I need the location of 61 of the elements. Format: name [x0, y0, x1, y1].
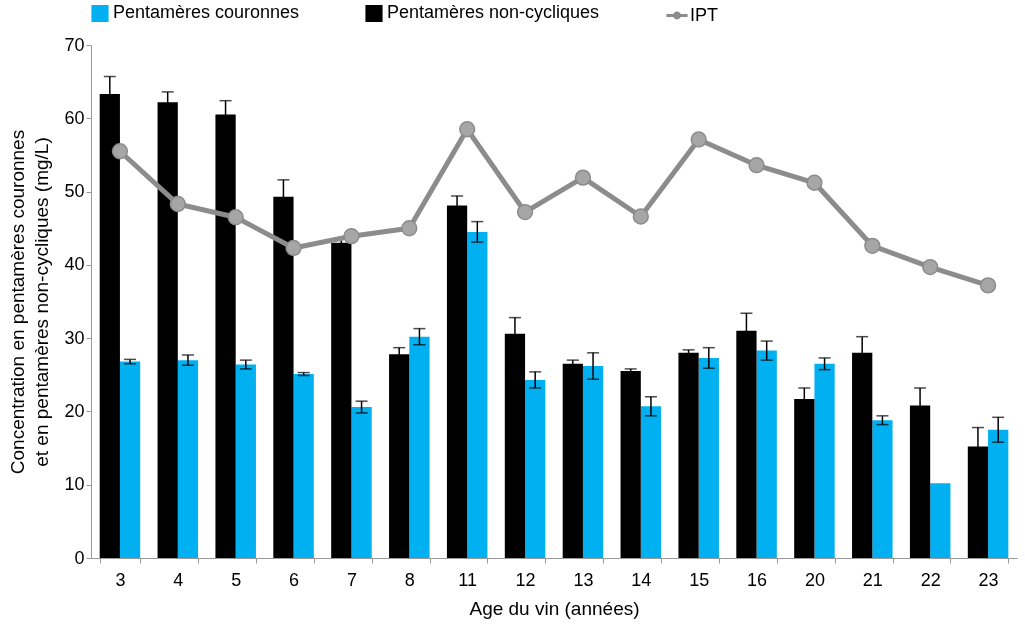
- bar: [640, 406, 662, 558]
- bar: [331, 242, 352, 558]
- bar: [177, 360, 199, 558]
- bar: [582, 365, 604, 558]
- point: [285, 239, 302, 257]
- bar: [756, 350, 777, 558]
- y-axis-title: Concentration en pentamères couronnes et en pentamères non-cycliques (mg/L): [7, 129, 53, 475]
- point: [690, 131, 707, 148]
- y-tick-label: 50: [64, 181, 85, 202]
- point: [922, 258, 939, 276]
- bar: [872, 420, 893, 558]
- bar: [525, 379, 546, 558]
- y-tick-label: 10: [64, 474, 85, 495]
- x-tick-label: 5: [231, 569, 242, 590]
- y-tick-label: 40: [64, 254, 85, 275]
- bar: [409, 336, 430, 558]
- y-tick-label: 20: [64, 400, 85, 421]
- x-tick-label: 15: [689, 569, 710, 590]
- bar: [930, 483, 951, 558]
- bar: [988, 429, 1009, 558]
- legend-label: Pentamères couronnes: [113, 2, 300, 23]
- point: [574, 169, 592, 186]
- x-tick-label: 20: [804, 569, 825, 590]
- point: [343, 228, 360, 245]
- bar: [698, 357, 719, 558]
- x-tick-label: 3: [115, 569, 126, 590]
- x-tick-label: 4: [173, 569, 184, 590]
- x-tick-label: 11: [458, 569, 478, 590]
- legend-label: Pentamères non-cycliques: [387, 2, 600, 23]
- y-tick-label: 30: [64, 327, 85, 348]
- y-tick-label: 0: [74, 547, 85, 568]
- x-tick-label: 14: [631, 569, 652, 590]
- point: [516, 203, 534, 221]
- bar: [467, 231, 488, 558]
- x-tick-label: 7: [346, 569, 357, 590]
- point: [111, 143, 129, 160]
- point: [401, 220, 418, 237]
- x-tick-label: 6: [289, 569, 300, 590]
- x-tick-label: 12: [515, 569, 536, 590]
- bar: [814, 363, 835, 558]
- x-tick-label: 13: [573, 569, 594, 590]
- bar: [235, 364, 256, 558]
- x-tick-label: 21: [862, 569, 883, 590]
- point: [632, 208, 649, 225]
- point: [979, 277, 997, 294]
- point: [748, 157, 765, 174]
- x-axis-title: Age du vin (années): [469, 597, 640, 619]
- x-tick-label: 16: [747, 569, 768, 590]
- bar: [293, 374, 314, 558]
- point: [169, 195, 186, 213]
- y-tick-label: 60: [64, 107, 85, 128]
- legend-label: IPT: [690, 4, 719, 25]
- point: [227, 209, 244, 226]
- point: [806, 174, 823, 191]
- x-tick-label: 22: [920, 569, 941, 590]
- point: [864, 237, 881, 254]
- x-tick-label: 23: [978, 569, 999, 590]
- y-tick-label: 70: [64, 34, 85, 55]
- x-tick-label: 8: [404, 569, 415, 590]
- point: [459, 121, 476, 138]
- bar: [351, 407, 372, 558]
